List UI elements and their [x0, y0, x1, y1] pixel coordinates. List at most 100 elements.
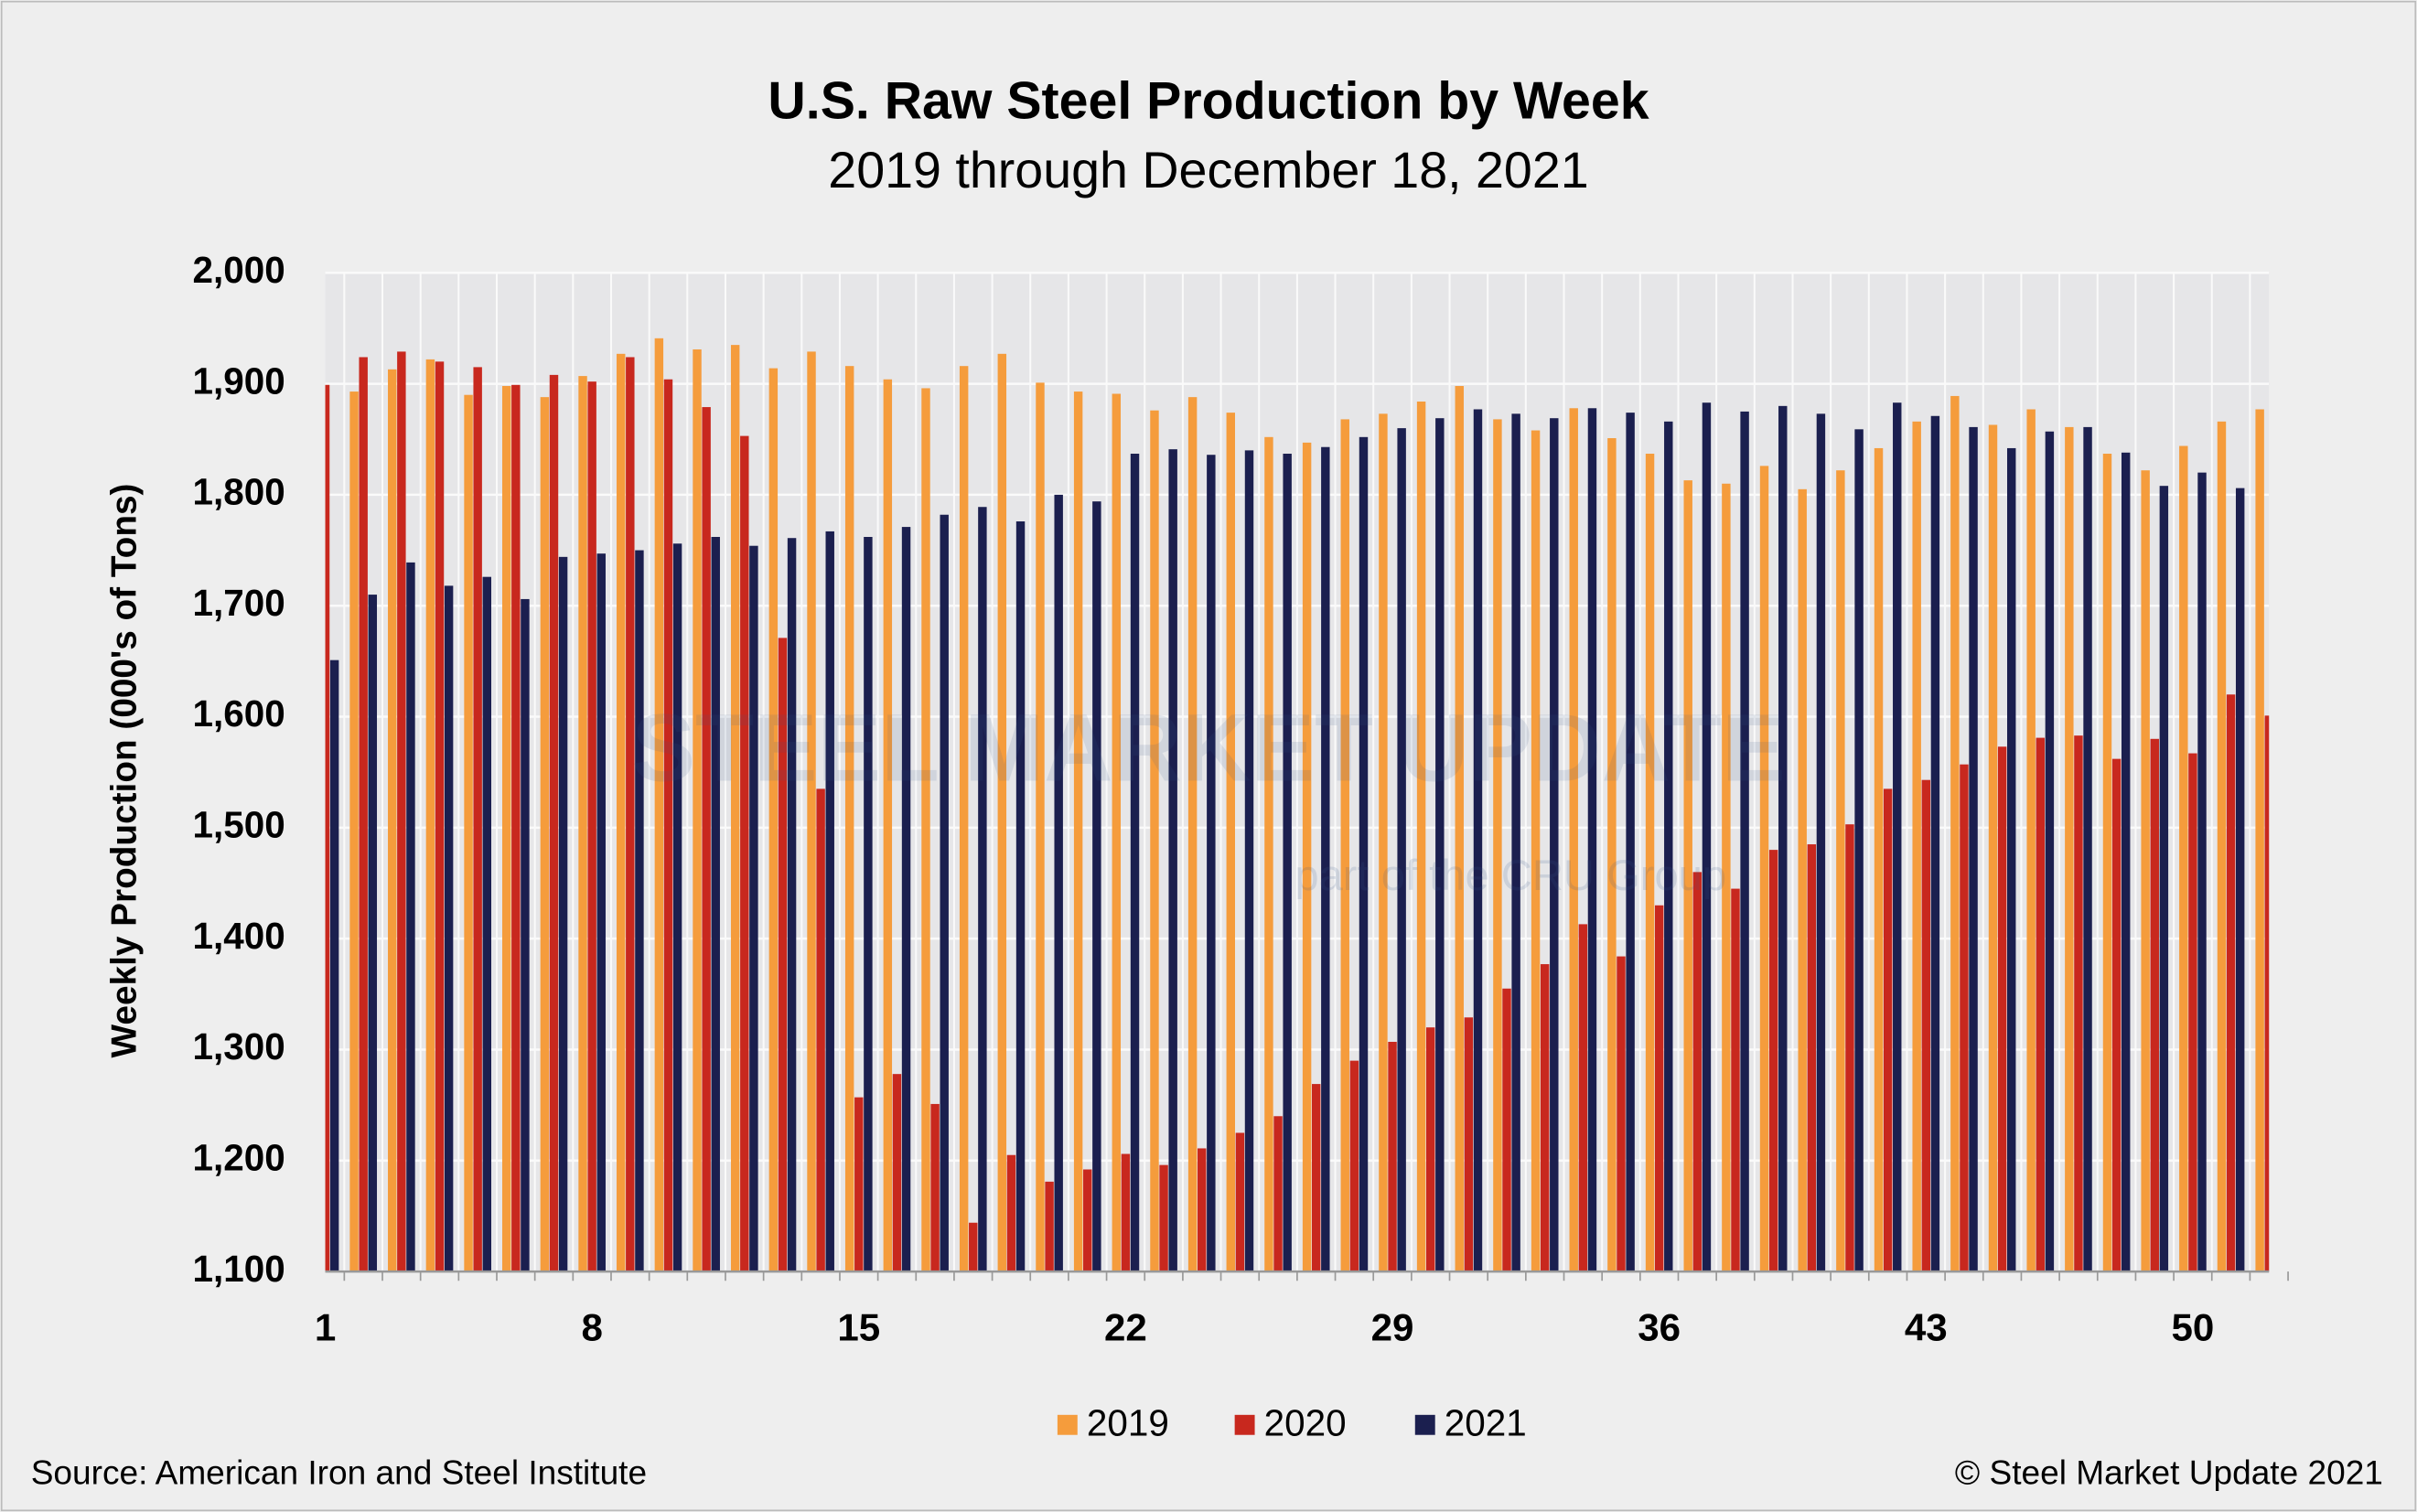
bar — [2111, 758, 2122, 1272]
bar — [1235, 1132, 1245, 1272]
bar — [1006, 1154, 1016, 1272]
bar — [540, 397, 550, 1272]
bar — [1092, 501, 1101, 1272]
source: Source: American Iron and Steel Institut… — [31, 1453, 647, 1491]
bar — [1722, 483, 1731, 1272]
bar — [388, 369, 397, 1272]
bar — [2065, 426, 2074, 1272]
bar — [883, 379, 893, 1272]
bar — [1798, 488, 1807, 1272]
bar — [1302, 442, 1312, 1272]
bar — [844, 366, 854, 1272]
bar — [2226, 694, 2236, 1272]
bar — [1511, 413, 1520, 1272]
bar — [406, 562, 415, 1272]
bar — [672, 543, 682, 1272]
copyright: © Steel Market Update 2021 — [1955, 1453, 2383, 1491]
legend-swatch — [1057, 1414, 1078, 1435]
bar — [2217, 421, 2227, 1272]
bar — [702, 407, 711, 1272]
bar — [1969, 426, 1978, 1272]
bar — [1531, 430, 1541, 1272]
y-tick-label: 1,600 — [193, 692, 285, 735]
bar — [740, 435, 749, 1272]
y-tick-label: 2,000 — [193, 249, 285, 291]
x-tick-label: 22 — [1104, 1305, 1147, 1348]
bar — [921, 388, 930, 1272]
bar — [511, 384, 521, 1272]
legend-label: 2021 — [1445, 1401, 1527, 1443]
bar — [1121, 1153, 1131, 1272]
bar — [2150, 738, 2159, 1272]
bar — [1311, 1084, 1321, 1272]
bar — [1273, 1116, 1283, 1272]
bar — [997, 353, 1007, 1272]
bar — [654, 338, 664, 1272]
bar — [1455, 386, 1464, 1272]
bar — [854, 1097, 864, 1272]
bar — [1692, 872, 1703, 1272]
bar — [1015, 521, 1026, 1272]
bar — [1768, 850, 1778, 1272]
bar — [825, 531, 834, 1272]
bar — [2074, 735, 2083, 1272]
bar — [1054, 494, 1063, 1272]
bar — [940, 514, 949, 1272]
bar — [2121, 452, 2131, 1272]
bar — [1198, 1148, 1207, 1272]
plot — [325, 272, 2270, 1272]
bar — [1388, 1041, 1397, 1272]
bar — [1550, 418, 1559, 1272]
bar — [1960, 764, 1969, 1272]
bar — [768, 368, 779, 1272]
bar — [1207, 455, 1216, 1272]
bar — [1397, 428, 1406, 1272]
bar — [1883, 788, 1893, 1272]
bar — [978, 507, 987, 1272]
bar — [1150, 410, 1159, 1272]
bar — [1578, 924, 1588, 1272]
bar — [329, 659, 339, 1272]
bar — [368, 595, 378, 1272]
bar — [1759, 466, 1769, 1272]
bar — [473, 367, 482, 1272]
bar — [959, 366, 969, 1272]
bar — [1321, 446, 1330, 1272]
bar — [1617, 956, 1626, 1272]
bar — [502, 386, 511, 1272]
y-tick-label: 1,800 — [193, 471, 285, 513]
bar — [787, 538, 797, 1272]
bar — [1731, 888, 1740, 1272]
bar — [1930, 415, 1940, 1272]
bar — [663, 379, 673, 1272]
bar — [444, 585, 454, 1272]
bar — [1626, 413, 1635, 1272]
bar — [1664, 421, 1673, 1272]
bar — [693, 349, 702, 1272]
bar — [1340, 419, 1349, 1272]
bar — [778, 638, 788, 1272]
bar — [1226, 413, 1236, 1272]
bar — [749, 545, 758, 1272]
x-tick-label: 15 — [837, 1305, 880, 1348]
chart-title: U.S. Raw Steel Production by Week — [768, 72, 1649, 131]
bar — [1587, 408, 1597, 1272]
legend-swatch — [1414, 1414, 1435, 1435]
bar — [1854, 429, 1864, 1272]
bar — [464, 394, 473, 1272]
bar — [1083, 1169, 1092, 1272]
bar — [864, 537, 873, 1272]
bar — [711, 537, 720, 1272]
bar — [587, 381, 596, 1272]
bar — [892, 1074, 902, 1272]
x-tick-label: 36 — [1638, 1305, 1681, 1348]
bar — [2102, 454, 2112, 1272]
bar — [2255, 409, 2264, 1272]
bar — [1569, 408, 1578, 1272]
bar — [549, 374, 559, 1272]
bar — [1159, 1164, 1168, 1272]
bar — [1425, 1027, 1435, 1272]
bar — [1874, 447, 1884, 1272]
watermark-sub: part of the CRU Group — [1294, 851, 1726, 899]
y-tick-label: 1,100 — [193, 1248, 285, 1290]
